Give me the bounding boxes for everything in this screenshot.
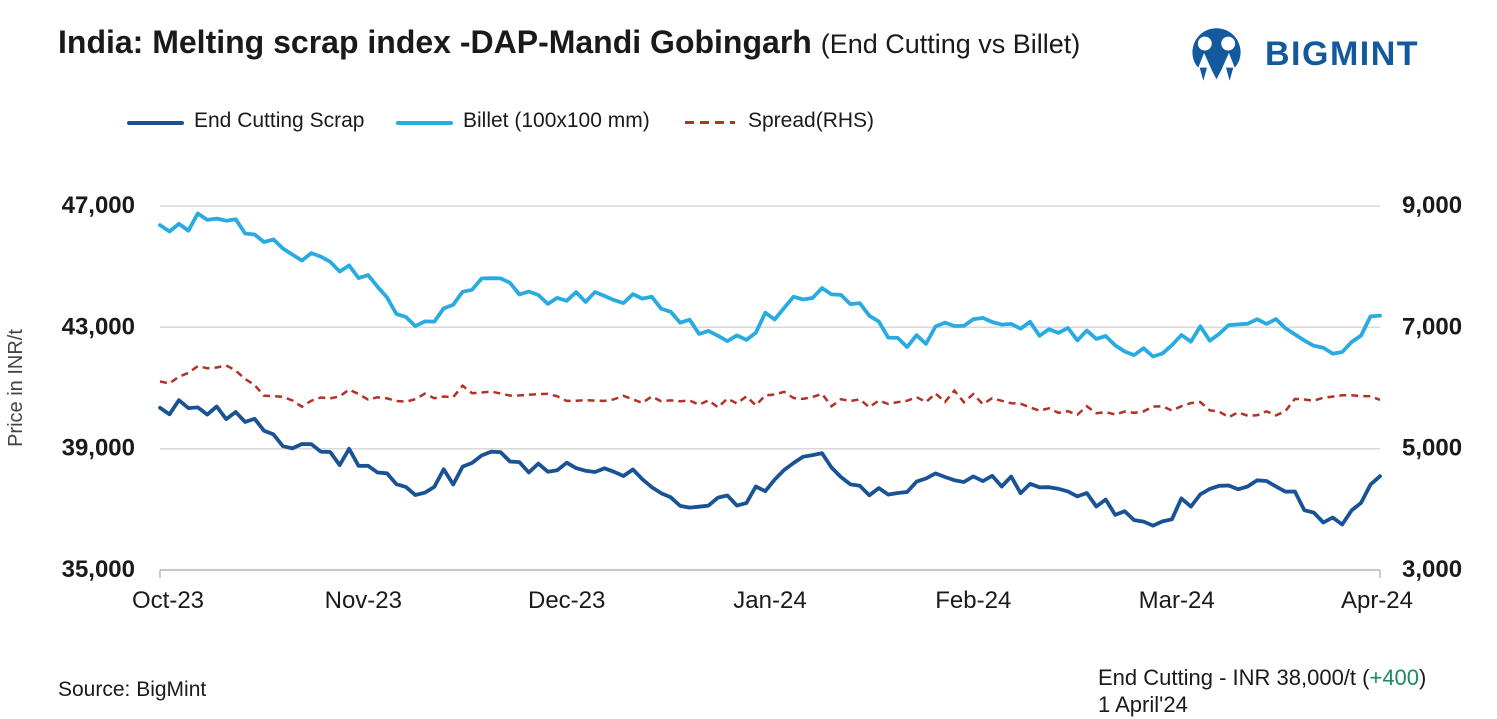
svg-text:3,000: 3,000: [1402, 556, 1462, 583]
svg-text:Oct-23: Oct-23: [132, 587, 204, 614]
svg-text:7,000: 7,000: [1402, 313, 1462, 340]
svg-text:47,000: 47,000: [62, 192, 135, 219]
svg-text:Feb-24: Feb-24: [935, 587, 1011, 614]
svg-text:Mar-24: Mar-24: [1139, 587, 1215, 614]
svg-text:39,000: 39,000: [62, 435, 135, 462]
svg-text:43,000: 43,000: [62, 313, 135, 340]
svg-text:Nov-23: Nov-23: [325, 587, 402, 614]
svg-text:Apr-24: Apr-24: [1341, 587, 1413, 614]
svg-text:Dec-23: Dec-23: [528, 587, 605, 614]
svg-text:9,000: 9,000: [1402, 192, 1462, 219]
svg-text:35,000: 35,000: [62, 556, 135, 583]
svg-text:Price in INR/t: Price in INR/t: [5, 329, 27, 447]
svg-text:5,000: 5,000: [1402, 435, 1462, 462]
svg-text:Jan-24: Jan-24: [733, 587, 806, 614]
